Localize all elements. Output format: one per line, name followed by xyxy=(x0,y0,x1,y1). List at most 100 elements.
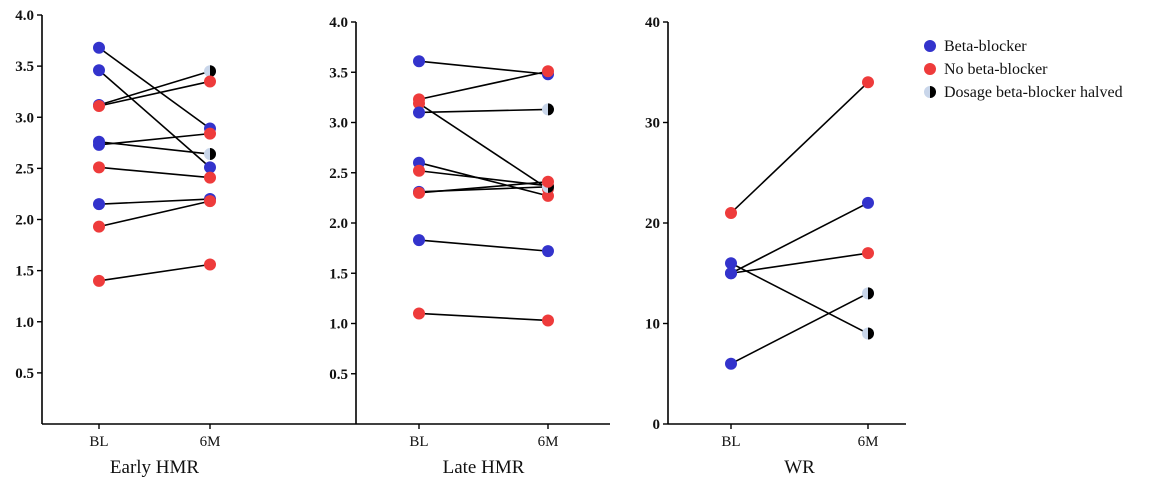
data-point-6m xyxy=(542,103,554,116)
data-point-bl xyxy=(725,257,737,270)
panel-title: Late HMR xyxy=(443,457,525,478)
data-point-bl xyxy=(93,198,105,211)
data-point-6m xyxy=(542,314,554,327)
data-point-6m xyxy=(542,189,554,202)
series-line xyxy=(98,80,211,107)
y-tick-label: 30 xyxy=(645,116,660,132)
data-point-bl xyxy=(93,41,105,54)
data-point-bl xyxy=(93,274,105,287)
legend-item-halved: Dosage beta-blocker halved xyxy=(924,84,1123,101)
y-tick-label: 3.5 xyxy=(15,59,34,75)
series-line xyxy=(730,252,869,275)
series-line xyxy=(418,180,549,194)
y-tick-label: 1.0 xyxy=(329,317,348,333)
y-tick-label: 2.0 xyxy=(15,213,34,229)
x-tick-label: 6M xyxy=(538,434,559,450)
series-line xyxy=(730,202,869,274)
y-tick-label: 4.0 xyxy=(329,15,348,31)
halved-marker-right xyxy=(930,86,936,98)
legend-marker-nobeta xyxy=(924,63,936,75)
data-point-bl xyxy=(93,220,105,233)
panel-title: Early HMR xyxy=(110,457,200,478)
y-tick-label: 40 xyxy=(645,15,660,31)
x-tick-label: BL xyxy=(409,434,428,450)
halved-marker-right xyxy=(210,148,216,161)
x-tick-label: BL xyxy=(721,434,740,450)
data-point-bl xyxy=(413,55,425,68)
halved-marker-right xyxy=(868,327,874,340)
series-line xyxy=(730,292,869,365)
data-point-6m xyxy=(862,196,874,209)
halved-marker-right xyxy=(210,65,216,78)
data-point-bl xyxy=(413,164,425,177)
data-point-6m xyxy=(204,171,216,184)
series-line xyxy=(418,102,549,190)
data-point-6m xyxy=(204,161,216,174)
data-point-bl xyxy=(413,307,425,320)
halved-marker-right xyxy=(548,103,554,116)
data-point-bl xyxy=(725,357,737,370)
data-point-6m xyxy=(204,127,216,140)
legend: Beta-blocker No beta-blocker Dosage beta-b… xyxy=(924,38,1123,101)
y-tick-label: 0.5 xyxy=(15,366,34,382)
data-point-bl xyxy=(725,267,737,280)
chart-panel-3: 0 10 20 30 40 BL 6M WR xyxy=(645,15,906,478)
data-point-bl xyxy=(413,106,425,119)
y-tick-label: 3.5 xyxy=(329,65,348,81)
data-point-6m xyxy=(542,175,554,188)
data-point-6m xyxy=(204,195,216,208)
panel-title: WR xyxy=(784,457,815,478)
y-tick-label: 1.0 xyxy=(15,315,34,331)
y-tick-label: 1.5 xyxy=(329,266,348,282)
y-tick-label: 4.0 xyxy=(15,8,34,24)
series-line xyxy=(98,140,211,155)
series-line xyxy=(730,262,869,335)
series-line xyxy=(98,70,211,106)
legend-marker-beta xyxy=(924,40,936,52)
data-point-6m xyxy=(542,245,554,258)
data-point-6m xyxy=(862,76,874,89)
series-line xyxy=(418,70,549,101)
y-tick-label: 2.5 xyxy=(329,166,348,182)
data-point-6m xyxy=(862,327,874,340)
y-tick-label: 20 xyxy=(645,216,660,232)
series-line xyxy=(98,132,211,146)
legend-label: No beta-blocker xyxy=(944,61,1048,78)
x-tick-label: 6M xyxy=(858,434,879,450)
series-line xyxy=(418,239,549,252)
data-point-bl xyxy=(93,64,105,77)
y-tick-label: 2.0 xyxy=(329,216,348,232)
chart-panel-2: 0.5 1.0 1.5 2.0 2.5 3.0 3.5 4.0 BL 6M Late HMR xyxy=(329,15,610,478)
series-line xyxy=(418,161,549,197)
series-line xyxy=(418,108,549,114)
data-point-6m xyxy=(862,287,874,300)
x-tick-label: 6M xyxy=(200,434,221,450)
series-line xyxy=(98,69,211,168)
series-line xyxy=(98,200,211,228)
series-line xyxy=(98,263,211,282)
data-point-6m xyxy=(204,148,216,161)
data-point-bl xyxy=(93,100,105,113)
data-point-bl xyxy=(413,234,425,247)
legend-label: Beta-blocker xyxy=(944,38,1027,55)
series-line xyxy=(730,81,869,214)
data-point-bl xyxy=(93,138,105,151)
legend-item-nobeta: No beta-blocker xyxy=(924,61,1048,78)
series-line xyxy=(98,198,211,205)
data-point-bl xyxy=(413,186,425,199)
y-tick-label: 10 xyxy=(645,317,660,333)
y-tick-label: 3.0 xyxy=(15,110,34,126)
data-point-6m xyxy=(204,75,216,88)
y-tick-label: 0 xyxy=(653,417,661,433)
data-point-6m xyxy=(542,65,554,78)
data-point-6m xyxy=(862,247,874,260)
data-point-bl xyxy=(725,206,737,219)
series-line xyxy=(418,312,549,322)
data-point-bl xyxy=(413,97,425,110)
data-point-6m xyxy=(204,65,216,78)
legend-label: Dosage beta-blocker halved xyxy=(944,84,1123,101)
y-tick-label: 3.0 xyxy=(329,116,348,132)
y-tick-label: 0.5 xyxy=(329,367,348,383)
